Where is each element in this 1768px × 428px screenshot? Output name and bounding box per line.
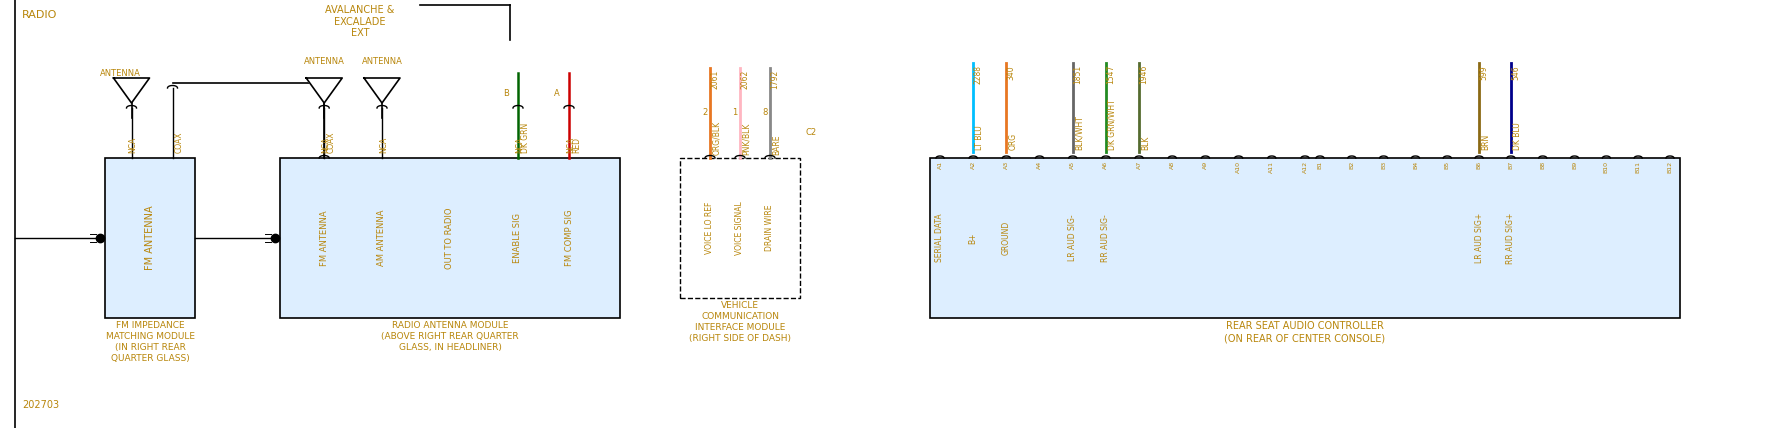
Text: 599: 599 [1480, 65, 1489, 80]
Text: A11: A11 [1269, 161, 1275, 173]
Text: FM COMP SIG: FM COMP SIG [564, 210, 573, 266]
Text: A6: A6 [1103, 161, 1109, 169]
Text: B9: B9 [1572, 161, 1577, 169]
Text: B+: B+ [969, 232, 978, 244]
Text: DRAIN WIRE: DRAIN WIRE [766, 205, 774, 251]
Text: B: B [504, 89, 509, 98]
Text: A: A [553, 89, 560, 98]
Text: FM ANTENNA: FM ANTENNA [145, 206, 156, 270]
Text: A10: A10 [1236, 161, 1241, 173]
Text: RADIO ANTENNA MODULE
(ABOVE RIGHT REAR QUARTER
GLASS, IN HEADLINER): RADIO ANTENNA MODULE (ABOVE RIGHT REAR Q… [382, 321, 518, 352]
Text: B5: B5 [1444, 161, 1450, 169]
Text: B7: B7 [1508, 161, 1513, 169]
Text: 2061: 2061 [711, 70, 720, 89]
Text: C2: C2 [804, 128, 817, 137]
Text: B12: B12 [1667, 161, 1673, 173]
Text: LR AUD SIG+: LR AUD SIG+ [1475, 213, 1483, 263]
Text: 1: 1 [732, 109, 737, 118]
Text: A2: A2 [971, 161, 976, 169]
Text: ANTENNA: ANTENNA [362, 57, 403, 66]
Text: B8: B8 [1540, 161, 1545, 169]
Text: RADIO: RADIO [21, 10, 57, 20]
Bar [930, 158, 1680, 318]
Text: B4: B4 [1413, 161, 1418, 169]
Text: FM IMPEDANCE
MATCHING MODULE
(IN RIGHT REAR
QUARTER GLASS): FM IMPEDANCE MATCHING MODULE (IN RIGHT R… [106, 321, 194, 363]
Text: A8: A8 [1170, 161, 1174, 169]
Text: B10: B10 [1604, 161, 1609, 173]
Text: 2: 2 [702, 109, 707, 118]
Text: BARE: BARE [773, 134, 781, 155]
Text: BLK: BLK [1140, 136, 1151, 150]
Text: ENABLE SIG: ENABLE SIG [513, 213, 523, 263]
Text: AVALANCHE &
EXCALADE
EXT: AVALANCHE & EXCALADE EXT [325, 5, 394, 38]
Bar [681, 158, 799, 298]
Text: B3: B3 [1381, 161, 1386, 169]
Text: NCA: NCA [378, 137, 387, 153]
Text: NCA: NCA [322, 137, 331, 153]
Text: 1547: 1547 [1107, 65, 1116, 84]
Text: LT BLU: LT BLU [976, 125, 985, 150]
Text: COAX: COAX [327, 131, 336, 153]
Text: 1792: 1792 [771, 70, 780, 89]
Text: A5: A5 [1070, 161, 1075, 169]
Text: AM ANTENNA: AM ANTENNA [378, 210, 387, 266]
Text: BRN: BRN [1482, 134, 1490, 150]
Bar [104, 158, 194, 318]
Text: SERIAL DATA: SERIAL DATA [935, 214, 944, 262]
Text: DK GRN: DK GRN [522, 123, 530, 153]
Text: NCA: NCA [129, 137, 138, 153]
Text: 202703: 202703 [21, 400, 58, 410]
Polygon shape [113, 78, 150, 103]
Text: VEHICLE
COMMUNICATION
INTERFACE MODULE
(RIGHT SIDE OF DASH): VEHICLE COMMUNICATION INTERFACE MODULE (… [690, 301, 790, 343]
Text: A9: A9 [1202, 161, 1208, 169]
Text: REAR SEAT AUDIO CONTROLLER
(ON REAR OF CENTER CONSOLE): REAR SEAT AUDIO CONTROLLER (ON REAR OF C… [1225, 321, 1386, 343]
Text: RR AUD SIG+: RR AUD SIG+ [1506, 212, 1515, 264]
Text: VOICE LO REF: VOICE LO REF [705, 202, 714, 254]
Text: A12: A12 [1303, 161, 1308, 173]
Text: ANTENNA: ANTENNA [304, 57, 345, 66]
Text: RR AUD SIG-: RR AUD SIG- [1101, 214, 1110, 262]
Text: 1851: 1851 [1073, 65, 1082, 84]
Text: B6: B6 [1476, 161, 1482, 169]
Text: ORG/BLK: ORG/BLK [713, 121, 721, 155]
Text: 1946: 1946 [1139, 65, 1147, 84]
Text: ORG: ORG [1008, 133, 1017, 150]
Text: B2: B2 [1349, 161, 1354, 169]
Text: 2062: 2062 [741, 70, 750, 89]
Text: ANTENNA: ANTENNA [101, 69, 141, 78]
Text: BLK/WHT: BLK/WHT [1075, 115, 1084, 150]
Text: A1: A1 [937, 161, 942, 169]
Polygon shape [306, 78, 343, 103]
Polygon shape [364, 78, 400, 103]
Text: PNK/BLK: PNK/BLK [743, 123, 751, 155]
Text: 340: 340 [1006, 65, 1015, 80]
Text: COAX: COAX [175, 131, 184, 153]
Text: LR AUD SIG-: LR AUD SIG- [1068, 215, 1077, 262]
Text: 546: 546 [1512, 65, 1520, 80]
Text: FM ANTENNA: FM ANTENNA [320, 210, 329, 266]
Text: A4: A4 [1038, 161, 1041, 169]
Text: VOICE SIGNAL: VOICE SIGNAL [735, 201, 744, 255]
Text: RED: RED [573, 137, 582, 153]
Text: OUT TO RADIO: OUT TO RADIO [446, 207, 454, 269]
Text: B1: B1 [1317, 161, 1322, 169]
Text: DK BLU: DK BLU [1513, 122, 1522, 150]
Text: A3: A3 [1004, 161, 1010, 169]
Text: NCA: NCA [566, 137, 575, 153]
Text: GROUND: GROUND [1002, 221, 1011, 255]
Text: 8: 8 [762, 109, 767, 118]
Text: B11: B11 [1635, 161, 1641, 173]
Text: A7: A7 [1137, 161, 1142, 169]
Text: DK GRN/WHT: DK GRN/WHT [1109, 99, 1117, 150]
Text: NCA: NCA [514, 137, 523, 153]
Text: 2288: 2288 [972, 65, 983, 84]
Bar [279, 158, 621, 318]
